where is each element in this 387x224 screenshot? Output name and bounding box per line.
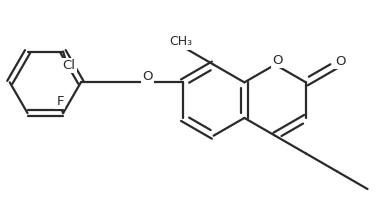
Text: O: O (142, 70, 152, 83)
Text: O: O (272, 54, 283, 67)
Text: F: F (57, 95, 64, 108)
Text: O: O (336, 55, 346, 68)
Text: Cl: Cl (63, 59, 75, 72)
Text: CH₃: CH₃ (169, 35, 192, 48)
